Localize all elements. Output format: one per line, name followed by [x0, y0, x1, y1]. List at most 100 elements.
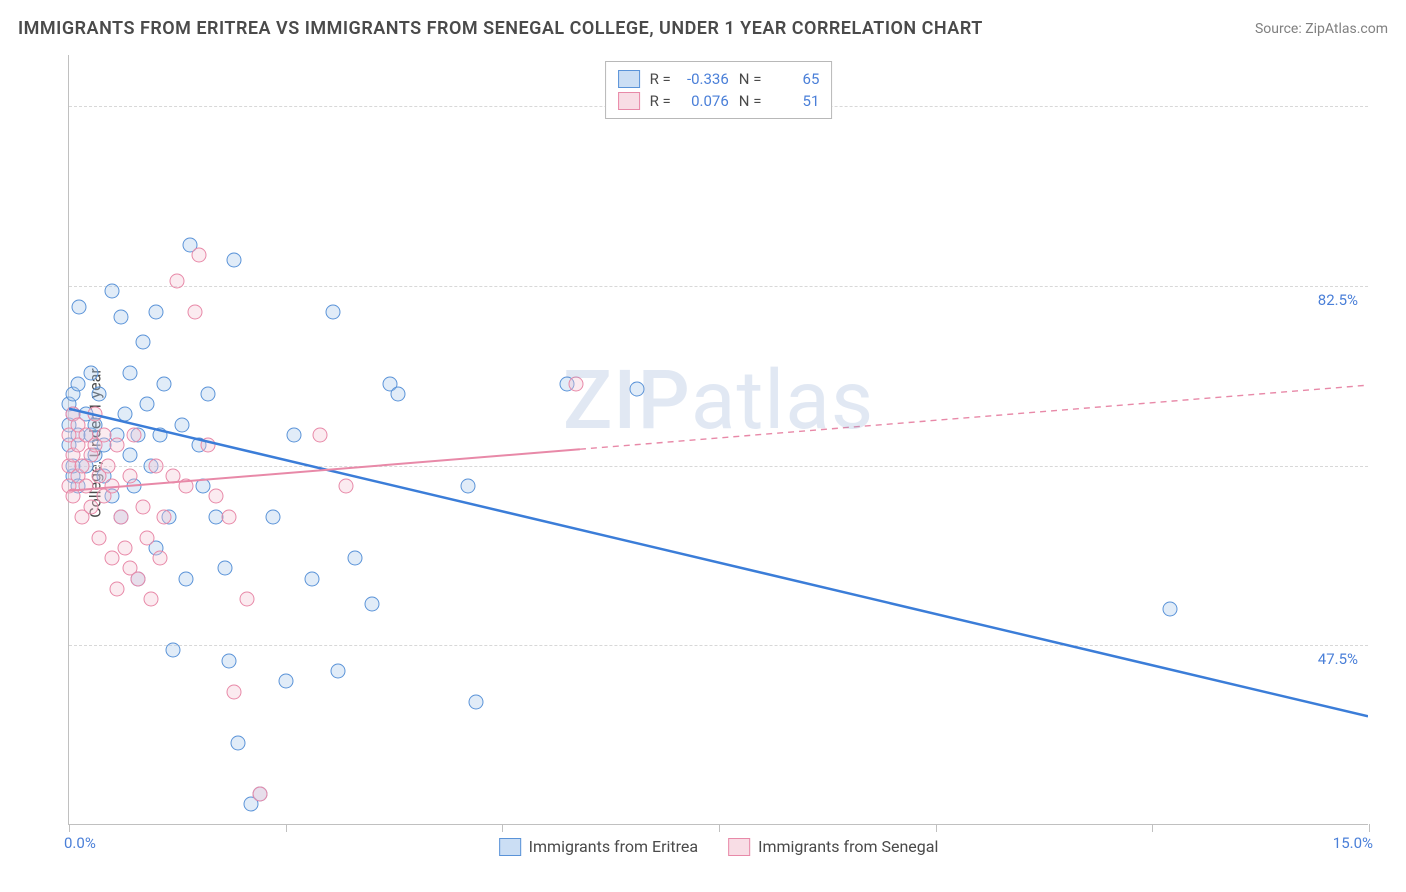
point-senegal	[209, 489, 224, 504]
gridline-horizontal	[69, 466, 1368, 467]
point-eritrea	[265, 510, 280, 525]
point-eritrea	[118, 407, 133, 422]
point-senegal	[101, 458, 116, 473]
point-senegal	[148, 458, 163, 473]
legend-correlation-box: R = -0.336 N = 65 R = 0.076 N = 51	[605, 61, 833, 119]
point-eritrea	[148, 304, 163, 319]
swatch-senegal	[618, 92, 640, 110]
point-eritrea	[122, 366, 137, 381]
point-senegal	[192, 248, 207, 263]
legend-label-eritrea: Immigrants from Eritrea	[529, 837, 698, 856]
point-eritrea	[122, 448, 137, 463]
point-eritrea	[70, 376, 85, 391]
legend-item-eritrea: Immigrants from Eritrea	[499, 837, 698, 856]
point-senegal	[140, 530, 155, 545]
legend-item-senegal: Immigrants from Senegal	[728, 837, 938, 856]
chart-title: IMMIGRANTS FROM ERITREA VS IMMIGRANTS FR…	[18, 18, 983, 39]
point-eritrea	[153, 427, 168, 442]
point-senegal	[109, 438, 124, 453]
point-eritrea	[174, 417, 189, 432]
plot-area: ZIPatlas R = -0.336 N = 65 R = 0.076 N =…	[68, 55, 1368, 825]
point-senegal	[252, 787, 267, 802]
point-senegal	[122, 468, 137, 483]
legend-label-senegal: Immigrants from Senegal	[758, 837, 938, 856]
point-eritrea	[391, 386, 406, 401]
point-senegal	[170, 273, 185, 288]
point-senegal	[239, 592, 254, 607]
point-eritrea	[166, 643, 181, 658]
point-senegal	[153, 551, 168, 566]
swatch-senegal	[728, 838, 750, 856]
r-label: R =	[650, 92, 671, 110]
point-senegal	[118, 540, 133, 555]
point-senegal	[114, 510, 129, 525]
x-tick-mark	[502, 824, 503, 832]
n-value-senegal: 51	[771, 92, 819, 110]
point-senegal	[66, 489, 81, 504]
point-eritrea	[222, 653, 237, 668]
chart-header: IMMIGRANTS FROM ERITREA VS IMMIGRANTS FR…	[18, 18, 1388, 39]
point-senegal	[179, 479, 194, 494]
point-senegal	[157, 510, 172, 525]
r-value-eritrea: -0.336	[681, 70, 729, 88]
point-senegal	[105, 479, 120, 494]
swatch-eritrea	[499, 838, 521, 856]
point-senegal	[88, 407, 103, 422]
point-senegal	[187, 304, 202, 319]
point-senegal	[105, 551, 120, 566]
x-tick-mark	[936, 824, 937, 832]
regression-line-eritrea	[69, 409, 1368, 717]
gridline-horizontal	[69, 645, 1368, 646]
point-senegal	[166, 468, 181, 483]
legend-bottom: Immigrants from Eritrea Immigrants from …	[499, 837, 939, 856]
legend-row-eritrea: R = -0.336 N = 65	[618, 68, 820, 90]
point-eritrea	[330, 664, 345, 679]
point-senegal	[144, 592, 159, 607]
point-eritrea	[92, 386, 107, 401]
point-eritrea	[304, 571, 319, 586]
point-senegal	[339, 479, 354, 494]
chart-container: College, Under 1 year ZIPatlas R = -0.33…	[50, 55, 1390, 830]
watermark-atlas: atlas	[691, 353, 874, 449]
point-senegal	[313, 427, 328, 442]
y-tick-label: 82.5%	[1318, 291, 1358, 309]
regression-line-senegal-dashed	[580, 385, 1368, 449]
point-eritrea	[105, 284, 120, 299]
point-eritrea	[114, 309, 129, 324]
x-tick-mark	[1152, 824, 1153, 832]
point-senegal	[569, 376, 584, 391]
gridline-horizontal	[69, 286, 1368, 287]
point-eritrea	[278, 674, 293, 689]
point-senegal	[109, 581, 124, 596]
legend-row-senegal: R = 0.076 N = 51	[618, 90, 820, 112]
x-tick-mark	[1369, 824, 1370, 832]
point-eritrea	[231, 735, 246, 750]
x-tick-label-min: 0.0%	[64, 834, 96, 852]
point-eritrea	[348, 551, 363, 566]
point-senegal	[96, 427, 111, 442]
n-label: N =	[739, 92, 762, 110]
point-eritrea	[200, 386, 215, 401]
point-senegal	[92, 530, 107, 545]
r-label: R =	[650, 70, 671, 88]
point-eritrea	[196, 479, 211, 494]
point-eritrea	[287, 427, 302, 442]
source-attribution: Source: ZipAtlas.com	[1255, 21, 1388, 37]
x-tick-label-max: 15.0%	[1333, 834, 1373, 852]
point-eritrea	[469, 694, 484, 709]
y-tick-label: 47.5%	[1318, 650, 1358, 668]
point-senegal	[127, 427, 142, 442]
r-value-senegal: 0.076	[681, 92, 729, 110]
point-senegal	[200, 438, 215, 453]
n-value-eritrea: 65	[771, 70, 819, 88]
point-senegal	[83, 499, 98, 514]
point-eritrea	[365, 597, 380, 612]
point-senegal	[79, 479, 94, 494]
point-eritrea	[629, 381, 644, 396]
point-eritrea	[218, 561, 233, 576]
point-eritrea	[135, 335, 150, 350]
point-eritrea	[140, 397, 155, 412]
point-eritrea	[326, 304, 341, 319]
point-eritrea	[179, 571, 194, 586]
point-eritrea	[157, 376, 172, 391]
